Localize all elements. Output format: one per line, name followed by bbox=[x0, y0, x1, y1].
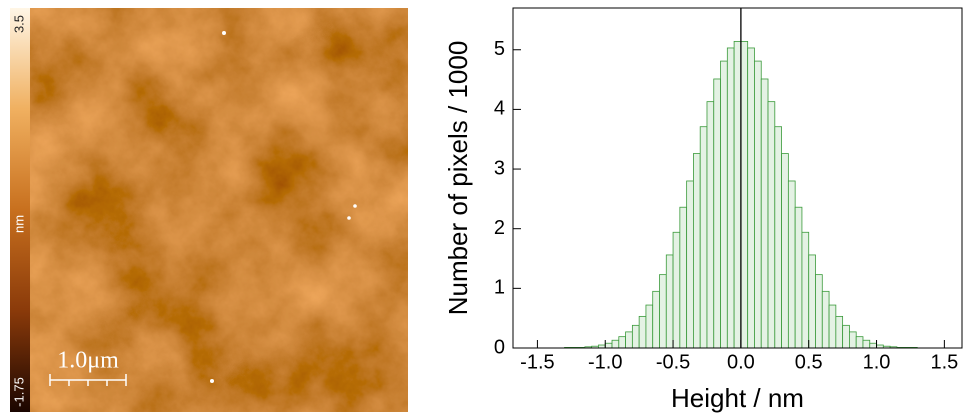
histogram-bar bbox=[747, 47, 755, 349]
histogram-bar bbox=[631, 324, 640, 349]
histogram-bar bbox=[720, 60, 728, 349]
x-tick-label: -1.0 bbox=[588, 351, 622, 373]
afm-image bbox=[30, 8, 408, 412]
colorbar bbox=[10, 8, 30, 412]
histogram-bar bbox=[808, 254, 816, 349]
histogram-bar bbox=[713, 78, 721, 349]
x-tick-label: -1.5 bbox=[520, 351, 554, 373]
histogram-bar bbox=[754, 60, 762, 349]
scale-bar: 1.0μm bbox=[49, 348, 127, 386]
y-tick-label: 0 bbox=[494, 336, 505, 358]
particle bbox=[210, 379, 214, 383]
histogram-bar bbox=[787, 180, 796, 349]
plot-frame bbox=[512, 7, 963, 349]
histogram-bar bbox=[849, 331, 857, 349]
particle bbox=[353, 204, 357, 208]
histogram-bar bbox=[869, 342, 877, 349]
y-tick-label: 1 bbox=[494, 277, 505, 299]
histogram-bar bbox=[733, 41, 742, 349]
y-axis-label: Number of pixels / 1000 bbox=[443, 41, 473, 316]
histogram-bar bbox=[618, 336, 626, 349]
histogram-bar bbox=[835, 315, 844, 349]
histogram-bar bbox=[652, 290, 660, 349]
histogram-bar bbox=[645, 304, 654, 349]
histogram-bar bbox=[625, 331, 633, 349]
y-tick-label: 4 bbox=[494, 98, 505, 120]
x-tick-label: 0.0 bbox=[727, 351, 755, 373]
histogram-bar bbox=[862, 339, 871, 349]
x-tick-label: 1.5 bbox=[930, 351, 958, 373]
colorbar-tick-label: 3.5 bbox=[11, 15, 26, 33]
y-tick-label: 5 bbox=[494, 38, 505, 60]
histogram-bar bbox=[842, 324, 850, 349]
histogram-bar bbox=[781, 153, 789, 349]
histogram-bar bbox=[638, 315, 647, 349]
histogram-bar bbox=[659, 274, 667, 349]
histogram-bar bbox=[665, 254, 674, 349]
histogram-bar bbox=[706, 101, 715, 349]
particle bbox=[347, 216, 351, 220]
histogram-bar bbox=[726, 47, 735, 349]
colorbar-tick-label: -1.75 bbox=[11, 377, 26, 407]
colorbar-label: nm bbox=[11, 215, 26, 233]
histogram-bar bbox=[760, 78, 769, 349]
histogram-bar bbox=[693, 153, 701, 349]
histogram-bar bbox=[740, 41, 749, 349]
histogram-bar bbox=[672, 231, 681, 349]
y-tick-label: 2 bbox=[494, 217, 505, 239]
histogram-bar bbox=[794, 206, 803, 349]
histogram-bar bbox=[767, 101, 776, 349]
histogram-bar bbox=[855, 336, 864, 349]
histogram-bar bbox=[828, 304, 837, 349]
histogram-bar bbox=[821, 290, 830, 349]
x-tick-label: 1.0 bbox=[863, 351, 891, 373]
y-tick-label: 3 bbox=[494, 157, 505, 179]
histogram-bar bbox=[611, 339, 620, 349]
x-axis-label: Height / nm bbox=[671, 383, 804, 413]
x-tick-label: -0.5 bbox=[656, 351, 690, 373]
scale-bar-line bbox=[49, 374, 127, 386]
x-tick-label: 0.5 bbox=[795, 351, 823, 373]
histogram-bar bbox=[774, 126, 782, 349]
histogram-bar bbox=[604, 342, 613, 349]
histogram-bar bbox=[679, 206, 688, 349]
particle bbox=[222, 31, 226, 35]
histogram-bar bbox=[815, 274, 823, 349]
histogram-bar bbox=[699, 126, 708, 349]
scale-bar-label: 1.0μm bbox=[57, 348, 119, 374]
histogram-bar bbox=[801, 231, 810, 349]
histogram-bar bbox=[686, 180, 694, 349]
